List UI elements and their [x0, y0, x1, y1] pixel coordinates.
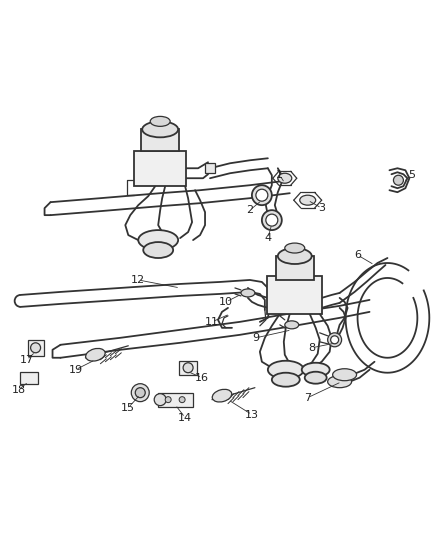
Text: 3: 3 [318, 203, 325, 213]
Ellipse shape [305, 372, 327, 384]
Text: 16: 16 [195, 373, 209, 383]
Bar [28, 340, 43, 356]
Ellipse shape [138, 230, 178, 250]
Ellipse shape [262, 210, 282, 230]
Bar [276, 256, 314, 280]
Text: 2: 2 [246, 205, 254, 215]
Ellipse shape [300, 195, 316, 205]
Text: 17: 17 [20, 355, 34, 365]
Bar [134, 151, 186, 185]
Text: 18: 18 [11, 385, 26, 394]
Text: 4: 4 [264, 233, 272, 243]
Bar [158, 393, 193, 407]
Ellipse shape [256, 189, 268, 201]
Ellipse shape [252, 185, 272, 205]
Ellipse shape [183, 363, 193, 373]
Ellipse shape [86, 349, 105, 361]
Ellipse shape [302, 363, 330, 377]
Ellipse shape [278, 173, 292, 183]
Ellipse shape [268, 361, 304, 379]
Text: 19: 19 [68, 365, 82, 375]
Ellipse shape [331, 336, 339, 344]
Text: 8: 8 [308, 343, 315, 353]
Text: 13: 13 [245, 410, 259, 419]
Text: 12: 12 [131, 275, 145, 285]
Ellipse shape [241, 289, 255, 297]
Ellipse shape [285, 321, 299, 329]
Ellipse shape [131, 384, 149, 402]
Ellipse shape [143, 242, 173, 258]
Bar [267, 276, 322, 314]
Ellipse shape [135, 387, 145, 398]
Ellipse shape [332, 369, 357, 381]
Bar [205, 163, 215, 173]
Bar [179, 361, 197, 375]
Ellipse shape [150, 116, 170, 126]
Text: 6: 6 [354, 250, 361, 260]
Text: 5: 5 [408, 170, 415, 180]
Text: 11: 11 [205, 317, 219, 327]
Text: 15: 15 [121, 402, 135, 413]
Ellipse shape [154, 394, 166, 406]
Text: 9: 9 [252, 333, 259, 343]
Ellipse shape [142, 122, 178, 138]
Ellipse shape [212, 389, 232, 402]
Ellipse shape [285, 243, 305, 253]
Ellipse shape [272, 373, 300, 386]
Bar [20, 372, 38, 384]
Ellipse shape [31, 343, 41, 353]
Ellipse shape [165, 397, 171, 402]
Text: 1: 1 [276, 170, 283, 180]
Ellipse shape [328, 333, 342, 347]
Bar [141, 130, 179, 151]
Ellipse shape [179, 397, 185, 402]
Text: 10: 10 [219, 297, 233, 307]
Ellipse shape [278, 248, 312, 264]
Ellipse shape [328, 376, 352, 387]
Text: 7: 7 [304, 393, 311, 402]
Text: 14: 14 [178, 413, 192, 423]
Ellipse shape [393, 175, 403, 185]
Ellipse shape [266, 214, 278, 226]
